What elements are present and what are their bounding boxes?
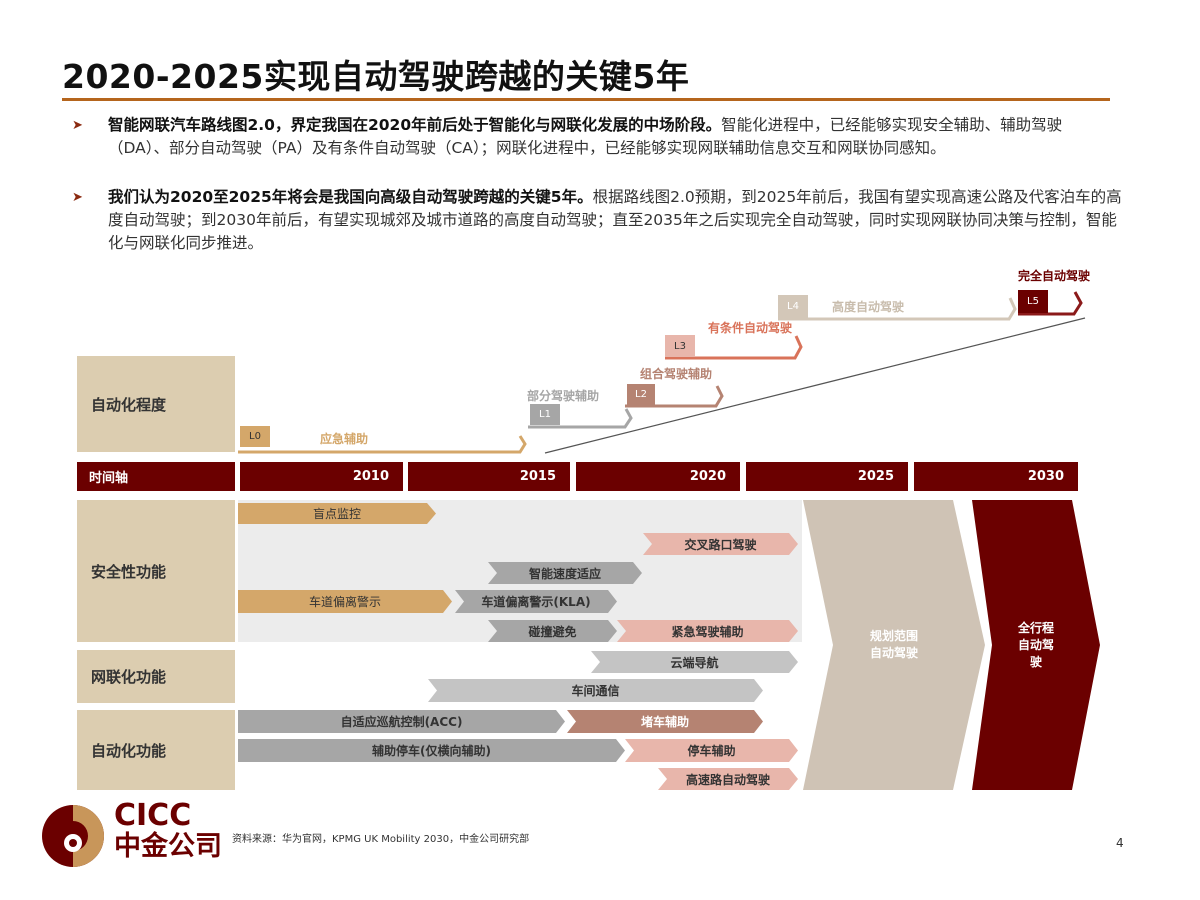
row-label-automation-level: 自动化程度: [77, 356, 235, 452]
title-divider: [62, 98, 1110, 101]
level-line-l3: [665, 335, 803, 360]
level-line-l4: [778, 297, 1017, 321]
logo-text-en: CICC: [114, 798, 192, 833]
row-label-automation-func: 自动化功能: [77, 710, 235, 790]
page-number: 4: [1116, 836, 1124, 850]
level-badge-l5: L5: [1018, 290, 1048, 313]
arrow-bullet-icon: ➤: [72, 190, 83, 205]
bullet-2: ➤ 我们认为2020至2025年将会是我国向高级自动驾驶跨越的关键5年。根据路线…: [72, 186, 1122, 255]
feature-highway: 高速路自动驾驶: [658, 768, 798, 790]
timeline-year: 2010: [240, 462, 403, 491]
feature-v2v: 车间通信: [428, 679, 763, 702]
timeline-year: 2020: [576, 462, 740, 491]
feature-isa: 智能速度适应: [488, 562, 642, 584]
feature-emergency: 紧急驾驶辅助: [617, 620, 798, 642]
level-name-l2: 组合驾驶辅助: [640, 367, 713, 381]
feature-ldw: 车道偏离警示: [238, 590, 452, 613]
bullet-2-bold: 我们认为2020至2025年将会是我国向高级自动驾驶跨越的关键5年。: [108, 188, 593, 206]
trend-line: [544, 317, 1086, 454]
feature-parking: 停车辅助: [625, 739, 798, 762]
level-line-l1: [528, 408, 633, 429]
timeline-year: 2015: [408, 462, 570, 491]
bullet-1-text: 智能化进程中，已经能够实现安全辅助、辅助驾驶（DA）、部分自动驾驶（PA）及有条…: [108, 116, 1063, 157]
row-label-timeline: 时间轴: [77, 462, 235, 491]
planned-autonomy-arrow: 规划范围 自动驾驶: [803, 500, 985, 790]
level-name-l0: 应急辅助: [320, 432, 369, 446]
bullet-1-bold: 智能网联汽车路线图2.0，界定我国在2020年前后处于智能化与网联化发展的中场阶…: [108, 116, 722, 134]
cicc-logo-icon: [42, 805, 104, 867]
feature-blind-spot: 盲点监控: [238, 503, 436, 524]
row-label-connectivity: 网联化功能: [77, 650, 235, 703]
row-label-safety: 安全性功能: [77, 500, 235, 642]
level-badge-l0: L0: [240, 426, 270, 447]
source-note: 资料来源：华为官网，KPMG UK Mobility 2030，中金公司研究部: [232, 834, 530, 845]
level-name-l5: 完全自动驾驶: [1018, 269, 1091, 283]
timeline-year: 2025: [746, 462, 908, 491]
feature-park-assist-lat: 辅助停车(仅横向辅助): [238, 739, 625, 762]
level-badge-l2: L2: [627, 384, 655, 405]
level-line-l5: [1018, 291, 1083, 316]
bullet-2-text: 根据路线图2.0预期，到2025年前后，我国有望实现高速公路及代客泊车的高度自动…: [108, 188, 1122, 252]
level-line-l0: [238, 435, 527, 454]
arrow-bullet-icon: ➤: [72, 118, 83, 133]
full-autonomy-arrow: 全行程 自动驾 驶: [972, 500, 1100, 790]
level-name-l4: 高度自动驾驶: [832, 300, 905, 314]
level-badge-l3: L3: [665, 335, 695, 357]
feature-acc: 自适应巡航控制(ACC): [238, 710, 565, 733]
level-line-l2: [625, 385, 724, 408]
level-name-l3: 有条件自动驾驶: [708, 321, 793, 335]
feature-collision: 碰撞避免: [488, 620, 617, 642]
bullet-1: ➤ 智能网联汽车路线图2.0，界定我国在2020年前后处于智能化与网联化发展的中…: [72, 114, 1122, 160]
feature-traffic-jam: 堵车辅助: [567, 710, 763, 733]
level-name-l1: 部分驾驶辅助: [527, 389, 600, 403]
page-title: 2020-2025实现自动驾驶跨越的关键5年: [62, 57, 690, 96]
feature-cloud-nav: 云端导航: [591, 651, 798, 673]
level-badge-l4: L4: [778, 295, 808, 318]
feature-intersection: 交叉路口驾驶: [643, 533, 798, 555]
timeline-year: 2030: [914, 462, 1078, 491]
logo-text-cn: 中金公司: [114, 831, 222, 862]
feature-kla: 车道偏离警示(KLA): [455, 590, 617, 613]
level-badge-l1: L1: [530, 404, 560, 425]
